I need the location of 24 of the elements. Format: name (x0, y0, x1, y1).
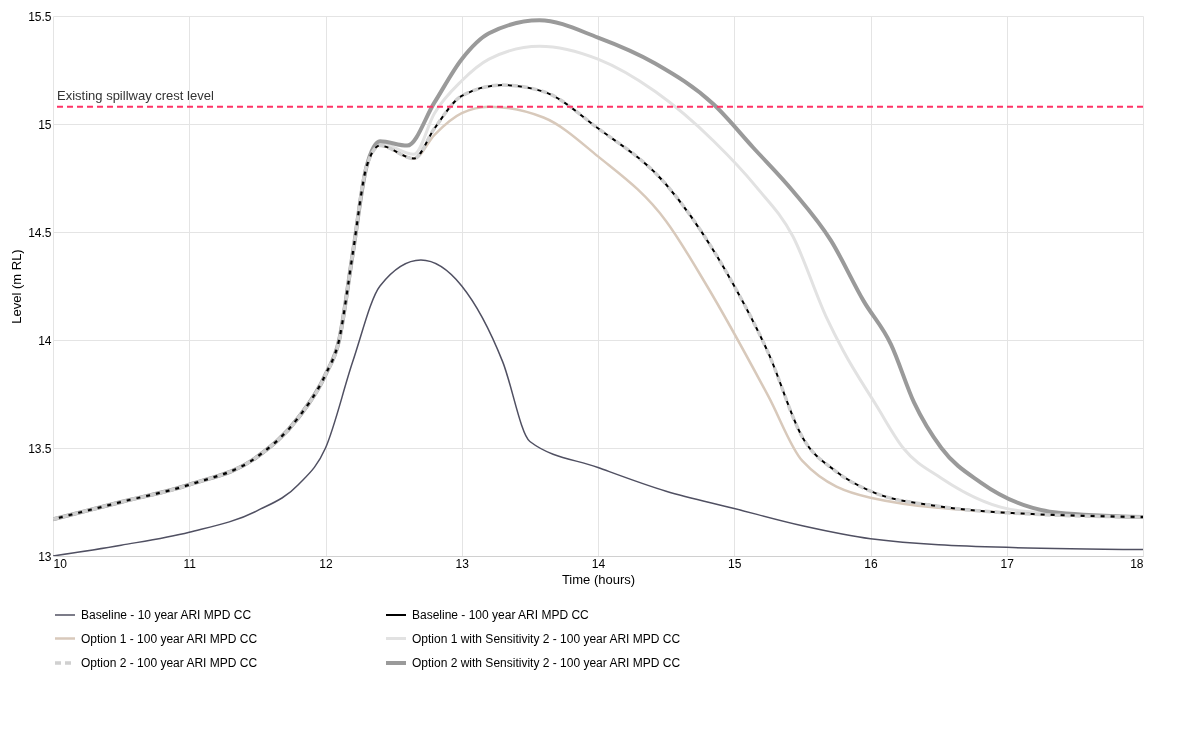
y-axis-title: Level (m RL) (9, 249, 25, 324)
legend-label: Option 1 - 100 year ARI MPD CC (81, 631, 258, 646)
y-tick-label: 15.5 (28, 9, 52, 24)
y-tick-label: 14 (38, 333, 52, 348)
legend-label: Option 2 - 100 year ARI MPD CC (81, 656, 258, 670)
line-series (53, 259, 1143, 556)
x-tick-label: 17 (1000, 556, 1015, 571)
x-axis-title: Time (hours) (561, 571, 636, 587)
legend-label: Baseline - 10 year ARI MPD CC (81, 608, 252, 622)
x-tick-label: 16 (864, 556, 878, 571)
y-tick-label: 14.5 (28, 225, 52, 240)
x-tick-label: 14 (591, 556, 606, 571)
legend-label: Option 1 with Sensitivity 2 - 100 year ARI MPD CC (412, 631, 681, 646)
ref-line-label: Existing spillway crest level (57, 87, 214, 103)
legend-label: Baseline - 100 year ARI MPD CC (412, 608, 590, 622)
x-tick-label: 13 (455, 556, 470, 571)
legend-label: Option 2 with Sensitivity 2 - 100 year ARI MPD CC (412, 656, 681, 670)
y-tick-label: 15 (38, 117, 52, 132)
x-tick-label: 12 (319, 556, 333, 571)
x-tick-label: 10 (53, 556, 68, 571)
x-tick-label: 15 (728, 556, 742, 571)
x-tick-label: 11 (183, 556, 197, 571)
y-tick-label: 13.5 (28, 441, 52, 456)
x-tick-label: 18 (1130, 556, 1144, 571)
